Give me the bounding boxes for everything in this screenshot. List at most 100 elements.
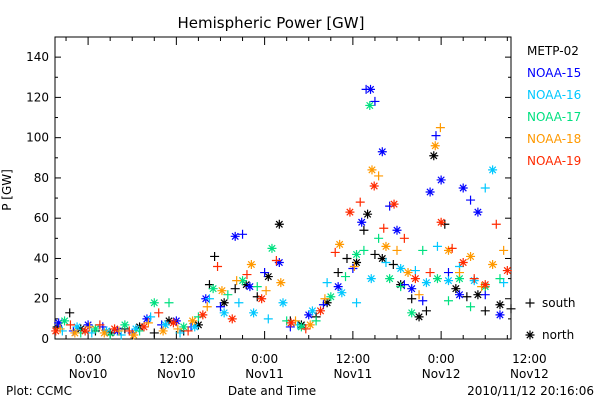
- data-point-north: [241, 280, 251, 290]
- data-point-north: [455, 290, 465, 300]
- data-point-south: [480, 306, 490, 316]
- data-point-north: [488, 165, 498, 175]
- data-point-north: [495, 300, 505, 310]
- data-point-north: [392, 225, 402, 235]
- data-point-north: [249, 308, 259, 318]
- data-point-north: [381, 241, 391, 251]
- data-point-north: [129, 330, 139, 340]
- data-point-south: [506, 304, 516, 314]
- data-point-south: [455, 268, 465, 278]
- data-point-north: [160, 320, 170, 330]
- data-point-north: [307, 306, 317, 316]
- data-point-north: [99, 328, 109, 338]
- data-point-north: [366, 274, 376, 284]
- legend-entry: NOAA-17: [527, 110, 581, 124]
- data-point-north: [120, 320, 130, 330]
- data-point-north: [473, 290, 483, 300]
- data-point-south: [414, 290, 424, 300]
- data-point-south: [407, 294, 417, 304]
- data-point-south: [293, 320, 303, 330]
- y-tick-label: 20: [34, 292, 49, 306]
- data-point-north: [495, 310, 505, 320]
- data-point-south: [370, 96, 380, 106]
- data-point-south: [183, 326, 193, 336]
- data-point-north: [60, 316, 70, 326]
- data-point-south: [443, 296, 453, 306]
- data-point-north: [335, 239, 345, 249]
- data-point-north: [296, 322, 306, 332]
- data-point-north: [198, 310, 208, 320]
- data-point-south: [349, 262, 359, 272]
- data-point-south: [495, 274, 505, 284]
- data-point-north: [219, 308, 229, 318]
- data-point-south: [341, 272, 351, 282]
- data-point-north: [139, 322, 149, 332]
- y-tick-label: 100: [26, 131, 49, 145]
- x-tick-label-date: Nov10: [69, 367, 108, 381]
- data-point-north: [227, 314, 237, 324]
- data-marks: [51, 84, 516, 340]
- legend-entry: NOAA-15: [527, 66, 581, 80]
- data-point-north: [217, 286, 227, 296]
- data-point-north: [407, 284, 417, 294]
- data-point-south: [466, 195, 476, 205]
- data-point-north: [257, 294, 267, 304]
- data-point-north: [263, 272, 273, 282]
- data-point-south: [399, 280, 409, 290]
- data-point-north: [407, 308, 417, 318]
- y-axis-label: P [GW]: [0, 169, 14, 211]
- data-point-north: [193, 320, 203, 330]
- data-point-south: [260, 268, 270, 278]
- footer-credit: Plot: CCMC: [6, 384, 72, 398]
- x-tick-label-time: 12:00: [512, 352, 547, 366]
- data-point-south: [435, 123, 445, 133]
- data-point-north: [410, 274, 420, 284]
- data-point-south: [230, 284, 240, 294]
- data-point-north: [377, 253, 387, 263]
- data-point-north: [267, 243, 277, 253]
- data-point-south: [425, 268, 435, 278]
- data-point-north: [72, 322, 82, 332]
- data-point-south: [85, 322, 95, 332]
- data-point-south: [342, 253, 352, 263]
- data-point-south: [443, 268, 453, 278]
- data-point-north: [322, 298, 332, 308]
- x-axis: 0:00Nov1012:00Nov100:00Nov1112:00Nov110:…: [65, 37, 549, 381]
- data-point-north: [316, 306, 326, 316]
- data-point-south: [491, 219, 501, 229]
- data-point-north: [333, 282, 343, 292]
- data-point-north: [455, 274, 465, 284]
- symbol-legend-label: south: [542, 296, 576, 310]
- legend-entry: NOAA-19: [527, 154, 581, 168]
- data-point-south: [263, 314, 273, 324]
- data-point-north: [396, 264, 406, 274]
- data-point-south: [301, 324, 311, 334]
- data-point-south: [320, 294, 330, 304]
- footer-timestamp: 2010/11/12 20:16:06: [467, 384, 594, 398]
- data-point-south: [410, 266, 420, 276]
- data-point-north: [179, 322, 189, 332]
- data-point-south: [135, 326, 145, 336]
- data-point-north: [443, 245, 453, 255]
- data-point-north: [430, 141, 440, 151]
- data-point-south: [499, 245, 509, 255]
- data-point-north: [377, 147, 387, 157]
- data-point-south: [242, 270, 252, 280]
- data-point-north: [188, 316, 198, 326]
- series-noaa-16: [57, 165, 509, 340]
- data-point-north: [305, 320, 315, 330]
- data-point-south: [213, 262, 223, 272]
- data-point-north: [473, 207, 483, 217]
- data-point-north: [421, 278, 431, 288]
- x-tick-label-time: 12:00: [159, 352, 194, 366]
- data-point-north: [425, 187, 435, 197]
- data-point-north: [131, 324, 141, 334]
- data-point-north: [90, 324, 100, 334]
- data-point-south: [175, 328, 185, 338]
- data-point-south: [379, 223, 389, 233]
- data-point-north: [363, 209, 373, 219]
- data-point-north: [164, 316, 174, 326]
- y-tick-label: 40: [34, 251, 49, 265]
- data-point-north: [502, 266, 512, 276]
